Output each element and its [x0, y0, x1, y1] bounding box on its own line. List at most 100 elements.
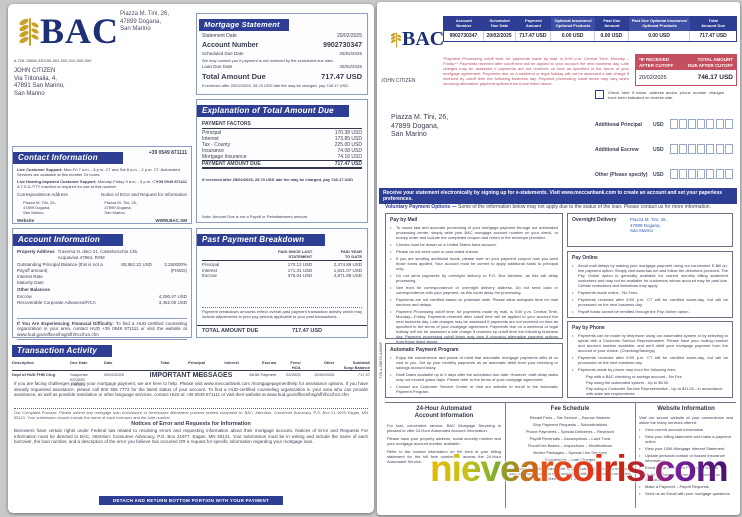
website-info-intro: Visit our secure website at your conveni…: [639, 415, 733, 425]
scheduled-due-label: Scheduled Due Date: [202, 51, 244, 56]
past-payment-title: Past Payment Breakdown: [197, 233, 325, 246]
interest-rate-value: 3.250000% (FIXED): [164, 262, 187, 273]
fee-line: Recast Fees – Tax Service – Escrow Waive…: [529, 415, 611, 420]
total-amount-due-value: 717.47 USD: [292, 328, 322, 334]
divider: [635, 402, 636, 508]
automated-info-p1: For fast, convenient service, BAC Mortga…: [387, 423, 501, 433]
additional-escrow-input[interactable]: .: [669, 141, 734, 159]
amount-row: Additional Principal USD .: [595, 116, 735, 134]
autopay-bullet: Draft Dates available up to 5 days after…: [390, 372, 558, 382]
pay-by-mail-bullet: If you are sending additional funds, ple…: [390, 256, 558, 271]
tx-header: Other: [323, 360, 335, 365]
exp-row-label: Principal: [202, 130, 222, 136]
pay-by-mail-bullet: To insure fast and accurate processing o…: [390, 225, 558, 240]
recoverable-label: Recoverable Corporate Advances/FICA: [17, 300, 96, 305]
outstanding-principal-label: Outstanding Principal Balance (this is n…: [17, 262, 103, 273]
notice-request-label: Notice of Error and Request for Informat…: [100, 192, 187, 197]
pay-by-mail-bullet: See front for correspondence or overnigh…: [390, 285, 558, 295]
mail-routing-code: 6-726-76986-330195-001-000-010-000-000: [14, 58, 92, 63]
payment-amount-due-value: 717.47 USD: [334, 161, 362, 167]
pay-online-bullet: Payoff funds cannot be remitted through …: [572, 309, 728, 314]
pay-by-phone-bullet: Payments received after 8:00 p.m. CT wil…: [572, 355, 728, 365]
exp-row-label: Tax - County: [202, 142, 231, 148]
website-info-title: Website Information: [657, 406, 715, 412]
exp-row-label: Interest: [202, 136, 219, 142]
additional-principal-input[interactable]: .: [669, 116, 734, 134]
pay-by-mail-bullet: Please do not send cash or post dated ch…: [390, 249, 558, 254]
mortgage-statement-title: Mortgage Statement: [199, 18, 289, 31]
website-bullet: Enroll in our Automatic Payment Program: [639, 465, 733, 470]
pay-by-phone-bullet: Payments made by phone may incur the fol…: [572, 367, 728, 372]
important-messages-title: IMPORTANT MESSAGES: [149, 372, 233, 379]
currency-label: USD: [653, 147, 664, 153]
website-value: WWW.BAC.SM: [155, 217, 188, 223]
cutoff-box: *IF RECEIVED AFTER CUTOFF TOTAL AMOUNT D…: [635, 54, 737, 86]
support-text: Mon-Fri 7 a.m. - 8 p.m. CT and Sat 8 a.m…: [17, 167, 180, 177]
bac-logo-small: BAC: [389, 29, 444, 54]
transaction-activity-section: Transaction Activity Description Due Dat…: [12, 340, 370, 387]
explanation-box: Explanation of Total Amount Due PAYMENT …: [196, 99, 368, 223]
contact-phone: +39 0549 871111: [148, 150, 187, 156]
website-bullet: Update personal contact or hazard insura…: [639, 453, 733, 463]
address-change-checkbox[interactable]: [595, 90, 604, 99]
fee-line: Flood/Cert Basics – Inspections – Modifi…: [527, 443, 613, 448]
total-due-value: 717.47 USD: [321, 72, 362, 81]
complaint-process-text: Our Complaint Process: Please submit any…: [14, 408, 368, 420]
tx-other: 20/02/2025: [314, 372, 335, 377]
coupon-side-code: 726-x-28876-AM09F: [378, 342, 383, 379]
tx-fees: 02/2025: [286, 372, 301, 377]
pp-row-label: Interest: [202, 267, 218, 273]
account-info-title: Account Information: [13, 233, 123, 246]
property-address-label: Property Address: [17, 249, 55, 254]
website-bullet: View your billing statement and make a p…: [639, 434, 733, 444]
tx-date: 20/02/2025: [103, 372, 124, 377]
tx-header: Principal: [188, 360, 206, 365]
payment-amount-value: 717.47 USD: [515, 30, 552, 41]
website-label: Website: [17, 217, 35, 223]
tx-principal: 376.04: [192, 372, 206, 377]
statement-date-label: Statement Date: [202, 33, 237, 39]
col-header-optional-products: Optional Insurance/ Optional Products: [551, 17, 595, 31]
other-amount-input[interactable]: .: [669, 166, 734, 184]
pay-by-mail-bullet: Do not send payments by overnight delive…: [390, 273, 558, 283]
additional-escrow-label: Additional Escrow: [595, 147, 639, 153]
scheduled-due-value: 25/02/2025: [339, 51, 362, 56]
col-header-past-due-optional: Past Due Optional Insurance/ Optional Pr…: [628, 17, 691, 31]
statement-page-front: BAC Piazza M. Tini, 26, 47899 Dogana, Sa…: [8, 4, 374, 513]
tx-header: Subtotal/ Susp Balance: [343, 360, 370, 370]
automatic-payment-title: Automatic Payment Program: [390, 347, 459, 353]
if-received-after-cutoff-label: *IF RECEIVED AFTER CUTOFF: [636, 55, 682, 70]
overnight-delivery-address: Piazza M. Tini, 26, 47899 Dogana, San Ma…: [630, 217, 667, 233]
tx-header: Total: [160, 360, 170, 365]
exp-row-label: Insurance: [202, 148, 224, 154]
exp-row-value: 74.16 USD: [337, 154, 362, 160]
hearing-note: A T.D.D./TTY machine is required for use…: [17, 184, 117, 189]
watermark-text: nievearcoiris.com: [430, 448, 729, 489]
past-payment-box: Past Payment Breakdown PAID SINCE LAST S…: [196, 228, 368, 338]
contact-note: We may contact you if payment is not rec…: [202, 57, 334, 63]
pay-online-bullet: Payments made online - No Fees: [572, 290, 728, 295]
website-bullet: View current account information: [639, 427, 733, 432]
fee-schedule-title: Fee Schedule: [550, 406, 590, 412]
paid-since-header: PAID SINCE LAST STATEMENT: [278, 249, 313, 259]
transaction-row: Dept of HUD FHB Chrg Suspense 02/2025 17…: [12, 372, 370, 387]
other-balances-label: Other Balances: [17, 287, 51, 292]
pay-by-mail-title: Pay by Mail: [390, 217, 418, 223]
outstanding-principal-value: 80,862.22 USD: [121, 262, 152, 267]
fee-line: Payoff Reversals – Assumptions – Land Tr…: [529, 436, 611, 441]
pay-by-mail-bullet: Payment Processing cutoff time, for paym…: [390, 309, 558, 344]
pay-by-mail-bullet: Payments are not credited based on postm…: [390, 297, 558, 307]
escrow-balance-label: Escrow: [17, 293, 32, 299]
exp-row-value: 225.00 USD: [334, 142, 362, 148]
pay-by-phone-title: Pay by Phone: [572, 325, 605, 331]
website-bullet: Make a Payment – Payoff Requests: [639, 484, 733, 489]
exp-row-value: 173.85 USD: [334, 136, 362, 142]
hearing-phone: +39 0549 871111: [156, 179, 187, 184]
pp-row-label: Principal: [202, 262, 220, 267]
exp-row-value: 170.38 USD: [334, 130, 362, 136]
explanation-late-note: If received after 25/02/2025, 28.70 USD …: [202, 177, 353, 182]
pay-online-box: Pay Online Avoid mail delays by making y…: [567, 251, 733, 318]
other-amount-label: Other (Please specify): [595, 172, 648, 178]
amount-row: Other (Please specify) USD .: [595, 166, 735, 184]
automated-info-p3: Refer to the contact information on the …: [387, 449, 501, 464]
